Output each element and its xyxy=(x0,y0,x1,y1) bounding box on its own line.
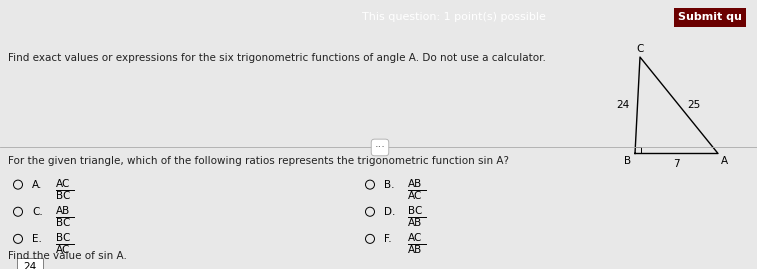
Text: Find exact values or expressions for the six trigonometric functions of angle A.: Find exact values or expressions for the… xyxy=(8,53,546,63)
Text: AB: AB xyxy=(408,179,422,189)
Text: ···: ··· xyxy=(375,143,385,153)
Text: AB: AB xyxy=(408,245,422,255)
Text: Submit qu: Submit qu xyxy=(678,12,742,23)
Text: 25: 25 xyxy=(687,100,700,110)
Text: AC: AC xyxy=(408,233,422,243)
Text: BC: BC xyxy=(408,206,422,216)
Text: AC: AC xyxy=(408,191,422,201)
Text: 24: 24 xyxy=(616,100,630,110)
Text: 7: 7 xyxy=(673,158,680,168)
Text: For the given triangle, which of the following ratios represents the trigonometr: For the given triangle, which of the fol… xyxy=(8,155,509,165)
Text: AB: AB xyxy=(56,206,70,216)
Text: C.: C. xyxy=(32,207,42,217)
Text: 24: 24 xyxy=(23,262,36,269)
Text: BC: BC xyxy=(56,218,70,228)
Text: AC: AC xyxy=(56,245,70,255)
Text: E.: E. xyxy=(32,234,42,244)
Text: AC: AC xyxy=(56,179,70,189)
Text: AB: AB xyxy=(408,218,422,228)
Text: A: A xyxy=(721,155,728,165)
Text: BC: BC xyxy=(56,191,70,201)
FancyBboxPatch shape xyxy=(17,258,43,269)
Text: D.: D. xyxy=(384,207,395,217)
Text: F.: F. xyxy=(384,234,391,244)
Text: A.: A. xyxy=(32,180,42,190)
Text: BC: BC xyxy=(56,233,70,243)
Text: B: B xyxy=(624,155,631,165)
Text: B.: B. xyxy=(384,180,394,190)
Text: C: C xyxy=(637,44,643,54)
Text: Find the value of sin A.: Find the value of sin A. xyxy=(8,251,127,261)
Text: This question: 1 point(s) possible: This question: 1 point(s) possible xyxy=(363,12,546,23)
